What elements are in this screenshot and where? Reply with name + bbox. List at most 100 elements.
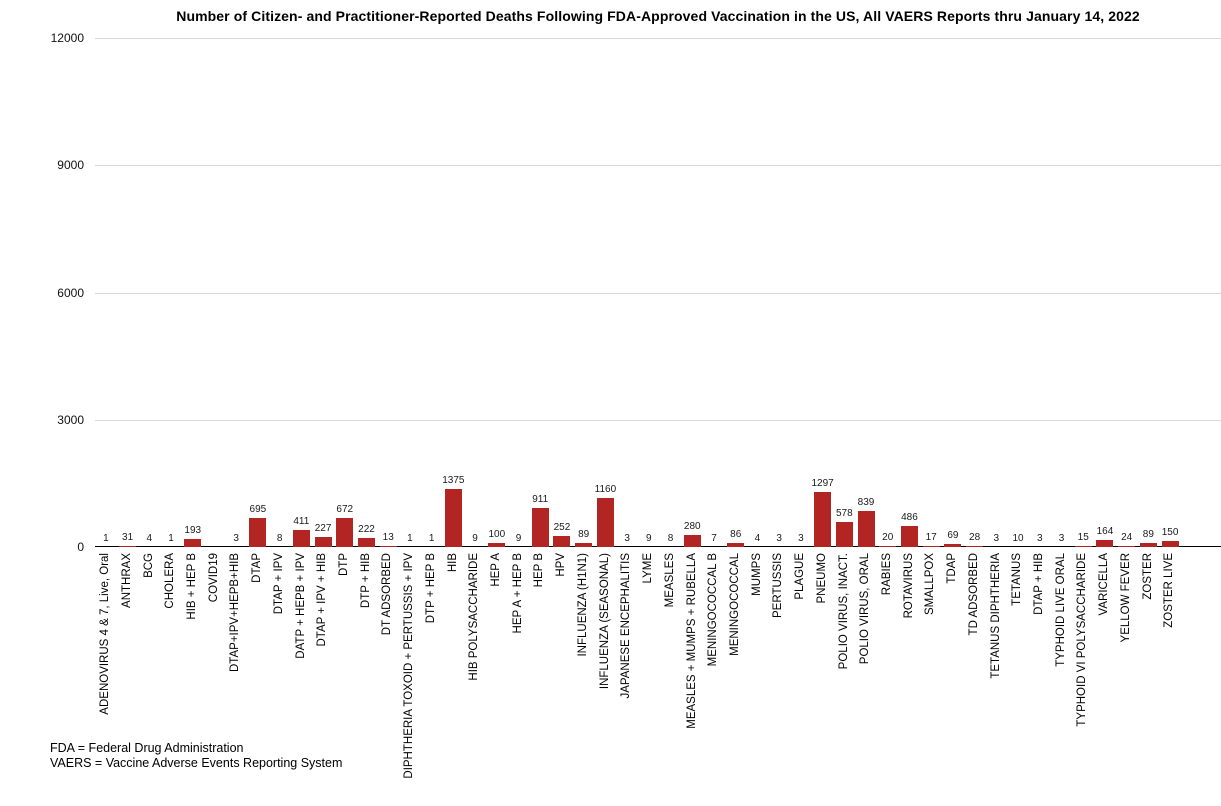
bar-column: 1 (399, 534, 421, 547)
bar-value-label: 672 (336, 504, 354, 515)
x-axis-label: TETANUS (1011, 553, 1024, 606)
bar (444, 489, 462, 547)
bar-value-label: 486 (901, 512, 918, 523)
x-label-column: DTAP + HIB (1029, 553, 1051, 615)
bar (1074, 546, 1092, 547)
bar-column: 486 (899, 513, 921, 547)
x-label-column: DTP + HEP B (421, 553, 443, 623)
x-axis-label: HPV (555, 553, 568, 577)
bar-value-label: 411 (293, 516, 310, 527)
x-label-column: ZOSTER LIVE (1159, 553, 1181, 628)
bar-column: 695 (247, 505, 269, 547)
bar-value-label: 1375 (442, 475, 465, 486)
x-label-column: PLAGUE (790, 553, 812, 600)
bar-value-label: 1 (103, 533, 109, 544)
bar (292, 530, 310, 547)
x-label-column: MENINGOCOCCAL (725, 553, 747, 656)
bar-value-label: 280 (683, 521, 701, 532)
bar-column: 3 (225, 534, 247, 547)
bar-column: 578 (833, 509, 855, 547)
bar-value-label: 3 (993, 533, 1000, 544)
x-label-column: TD ADSORBED (964, 553, 986, 635)
x-label-column: TYPHOID VI POLYSACCHARIDE (1072, 553, 1094, 727)
x-label-column: DATP + HEPB + IPV (290, 553, 312, 659)
x-axis-label: CHOLERA (164, 553, 177, 609)
bar-column: 839 (855, 498, 877, 547)
bar (835, 522, 853, 547)
bar-value-label: 150 (1161, 527, 1179, 538)
x-axis-label: INFLUENZA (SEASONAL) (598, 553, 611, 690)
bar (575, 543, 593, 547)
x-axis-label: TD ADSORBED (967, 553, 980, 636)
bar-column: 3 (1051, 534, 1073, 547)
x-axis-label: HIB + HEP B (185, 553, 198, 620)
bar-value-label: 8 (667, 533, 674, 544)
gridline-9000 (95, 165, 1221, 167)
bar-column: 89 (1138, 530, 1160, 547)
bar-column: 911 (529, 495, 551, 547)
x-axis-label: ZOSTER LIVE (1163, 553, 1176, 628)
x-axis-label: MEASLES + MUMPS + RUBELLA (685, 553, 698, 729)
x-axis-label: ZOSTER (1141, 553, 1154, 600)
x-label-column: MEASLES (660, 553, 682, 607)
gridline-12000 (95, 38, 1221, 39)
bar-value-label: 839 (857, 497, 875, 508)
x-label-column: DTAP+IPV+HEPB+HIB (225, 553, 247, 672)
bar (379, 546, 397, 547)
x-label-column: VARICELLA (1094, 553, 1116, 615)
bar (966, 546, 984, 547)
bar-column: 3 (790, 534, 812, 547)
bar-column: 1 (421, 534, 443, 547)
bar (944, 544, 962, 547)
bar-column: 252 (551, 523, 573, 547)
bar (879, 546, 897, 547)
x-label-column: INFLUENZA (H1N1) (573, 553, 595, 657)
bar (900, 526, 918, 547)
chart-title: Number of Citizen- and Practitioner-Repo… (176, 8, 1140, 24)
bar-column: 13 (377, 533, 399, 547)
x-label-column: DTP (334, 553, 356, 576)
plot-area: 12000 9000 6000 3000 0 1 31 4 1 193 3 69… (51, 31, 1221, 554)
x-axis-label: LYME (642, 553, 655, 584)
bar-value-label: 24 (1121, 532, 1133, 543)
bar-column: 4 (138, 534, 160, 547)
x-axis-label: DTAP+IPV+HEPB+HIB (229, 553, 242, 672)
bar (814, 492, 832, 547)
x-axis-label: JAPANESE ENCEPHALITIS (620, 553, 633, 699)
bar (357, 538, 375, 547)
x-label-column: JAPANESE ENCEPHALITIS (616, 553, 638, 699)
x-label-column: DIPHTHERIA TOXOID + PERTUSSIS + IPV (399, 553, 421, 779)
x-axis-label: DTAP + HIB (1033, 553, 1046, 615)
x-axis-label: VARICELLA (1098, 553, 1111, 616)
x-axis-label: COVID19 (207, 553, 220, 603)
x-axis-label: MEASLES (663, 553, 676, 608)
bar-value-label: 911 (532, 494, 549, 505)
x-axis-label: DTP + HEP B (424, 553, 437, 624)
bar (249, 518, 267, 547)
x-label-column: DTP + HIB (356, 553, 378, 608)
bar-value-label: 86 (730, 529, 742, 540)
bar-column: 86 (725, 530, 747, 547)
bar-column: 280 (681, 522, 703, 547)
x-axis-label: DIPHTHERIA TOXOID + PERTUSSIS + IPV (403, 553, 416, 779)
bar-value-label: 3 (233, 533, 239, 544)
gridline-6000 (95, 292, 1221, 294)
bar-column: 1160 (595, 485, 617, 547)
bar-value-label: 4 (754, 533, 761, 544)
x-label-column: DTAP + IPV + HIB (312, 553, 334, 647)
bar-column: 3 (985, 534, 1007, 547)
y-tick-label: 3000 (57, 412, 84, 427)
x-axis-label: DTAP (251, 553, 264, 583)
footnotes: FDA = Federal Drug Administration VAERS … (50, 741, 342, 771)
x-label-column: TDAP (942, 553, 964, 584)
x-label-column: POLIO VIRUS, ORAL (855, 553, 877, 664)
x-label-column: TETANUS (1007, 553, 1029, 606)
x-label-column: MENINGOCOCCAL B (703, 553, 725, 666)
bar-column: 9 (508, 534, 530, 547)
y-tick-label: 6000 (57, 285, 84, 300)
x-label-column: HPV (551, 553, 573, 577)
x-axis-label: PNEUMO (815, 553, 828, 604)
bar-column: 672 (334, 505, 356, 547)
x-label-column: ADENOVIRUS 4 & 7, Live, Oral (95, 553, 117, 715)
x-label-column: COVID19 (204, 553, 226, 602)
